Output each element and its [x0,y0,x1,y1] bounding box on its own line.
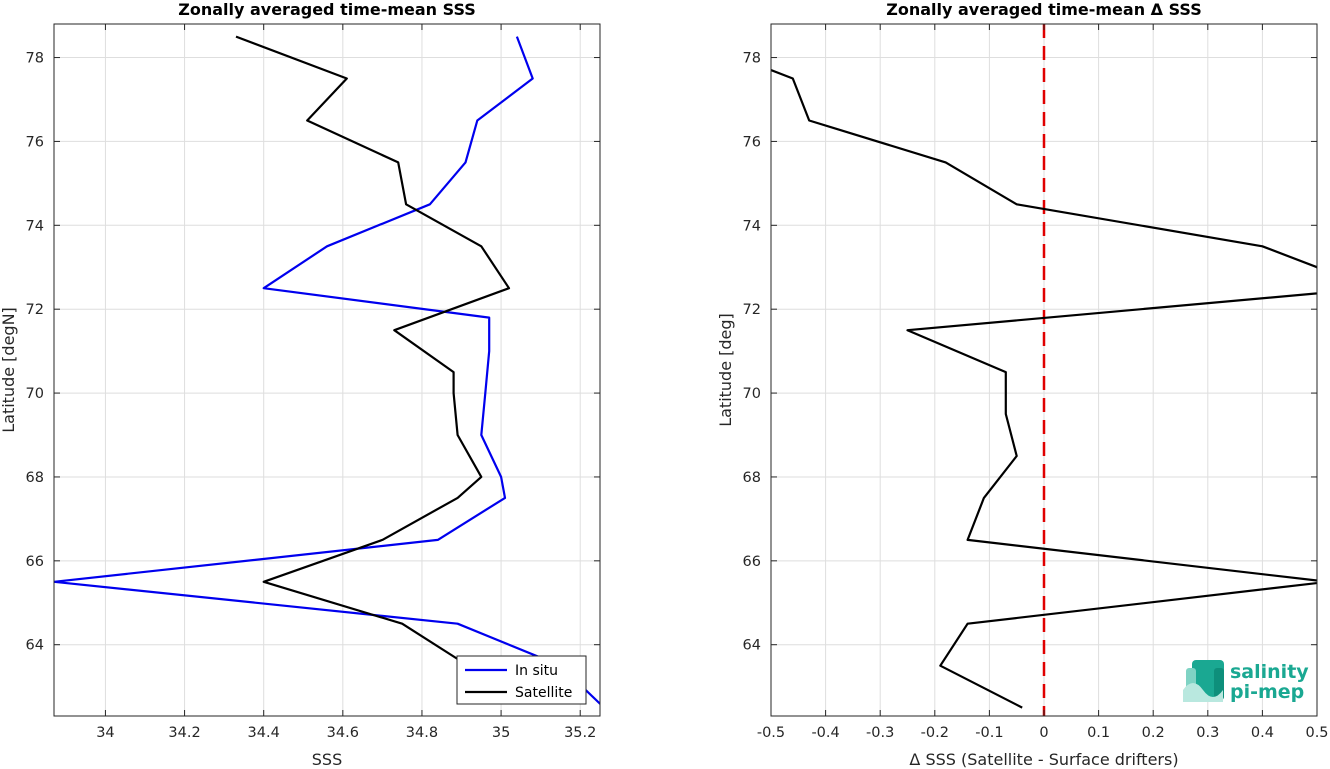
sss-grid [54,24,600,716]
delta-sss-xtick-label: -0.1 [975,725,1003,741]
sss-title: Zonally averaged time-mean SSS [178,0,476,19]
sss-xtick-label: 34.2 [168,725,200,741]
delta-sss-ticks: -0.5 -0.4 -0.3 -0.2 -0.1 0 0.1 0.2 0.3 0.4 0.5 64 66… [743,24,1329,741]
delta-sss-xtick-label: 0.5 [1305,725,1328,741]
sss-ytick-label: 70 [26,386,44,402]
delta-sss-xtick-label: -0.3 [866,725,894,741]
sss-axes-frame [53,23,601,717]
sss-ytick-label: 76 [26,134,44,150]
logo-wave-icon [1183,660,1224,702]
logo-line2: pi-mep [1230,681,1304,703]
delta-sss-xlabel: Δ SSS (Satellite - Surface drifters) [909,750,1178,769]
sss-xtick-label: 34 [96,725,114,741]
sss-ytick-label: 74 [26,218,44,234]
sss-panel: 34 34.2 34.4 34.6 34.8 35 35.2 64 66 68 70 72 74 76 78… [0,0,601,769]
delta-sss-grid [770,24,1318,716]
salinity-pi-mep-logo: salinity pi-mep [1183,660,1309,703]
delta-sss-xtick-label: 0.1 [1087,725,1110,741]
sss-ytick-label: 68 [26,470,44,486]
delta-sss-xtick-label: -0.5 [757,725,785,741]
delta-sss-xtick-label: 0.3 [1196,725,1219,741]
delta-sss-xtick-label: 0.4 [1251,725,1274,741]
sss-xtick-label: 35.2 [564,725,596,741]
sss-ytick-label: 66 [26,554,44,570]
delta-sss-series [771,68,1317,709]
delta-sss-ytick-label: 76 [743,134,761,150]
delta-sss-xtick-label: -0.2 [921,725,949,741]
logo-line1: salinity [1230,661,1309,683]
sss-xtick-label: 35 [492,725,510,741]
sss-ticks: 34 34.2 34.4 34.6 34.8 35 35.2 64 66 68 70 72 74 76 78 [26,24,600,741]
sss-ytick-label: 78 [26,51,44,67]
delta-sss-ytick-label: 70 [743,386,761,402]
delta-sss-ytick-label: 64 [743,638,761,654]
delta-sss-ytick-label: 68 [743,470,761,486]
sss-series [54,35,600,706]
sss-series-line-in-situ [54,36,600,706]
delta-sss-ytick-label: 74 [743,218,761,234]
sss-xtick-label: 34.4 [248,725,280,741]
sss-xlabel: SSS [312,750,342,769]
sss-xtick-label: 34.6 [327,725,359,741]
sss-series-line-satellite [235,35,581,705]
delta-sss-xtick-label: 0 [1039,725,1048,741]
delta-sss-title: Zonally averaged time-mean Δ SSS [886,0,1202,19]
delta-sss-ytick-label: 72 [743,302,761,318]
legend-box [456,655,587,705]
delta-sss-xtick-label: 0.2 [1142,725,1165,741]
sss-legend: In situ Satellite [456,655,587,705]
sss-ytick-label: 72 [26,302,44,318]
delta-sss-xtick-label: -0.4 [811,725,839,741]
delta-sss-panel: -0.5 -0.4 -0.3 -0.2 -0.1 0 0.1 0.2 0.3 0.4 0.5 64 66… [716,0,1329,769]
delta-sss-series-line-0 [771,68,1317,709]
legend-label: Satellite [515,685,572,701]
sss-ylabel: Latitude [degN] [0,307,18,433]
legend-label: In situ [515,663,558,679]
sss-xtick-label: 34.8 [406,725,438,741]
delta-sss-ytick-label: 78 [743,51,761,67]
delta-sss-ylabel: Latitude [deg] [716,313,735,427]
sss-ytick-label: 64 [26,638,44,654]
delta-sss-ytick-label: 66 [743,554,761,570]
